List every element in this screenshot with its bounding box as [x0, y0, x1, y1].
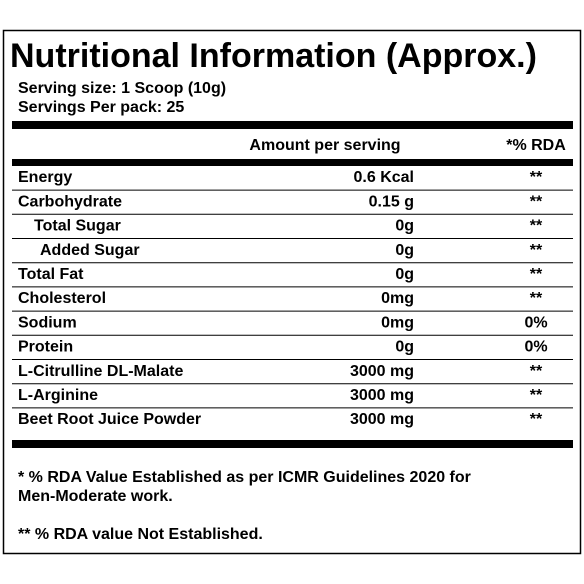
- nutrient-name: L-Citrulline DL-Malate: [18, 363, 183, 380]
- nutrient-name: Cholesterol: [18, 290, 106, 307]
- footnote: Men-Moderate work.: [18, 488, 173, 505]
- rda-header: *% RDA: [506, 137, 566, 154]
- nutrient-name: Beet Root Juice Powder: [18, 411, 201, 428]
- nutrient-rda: **: [530, 363, 543, 380]
- nutrient-name: Protein: [18, 339, 73, 356]
- nutrient-amount: 3000 mg: [350, 411, 414, 428]
- nutrient-rda: **: [530, 242, 543, 259]
- nutrient-name: Total Fat: [18, 266, 84, 283]
- nutrient-amount: 0g: [395, 242, 414, 259]
- nutrient-amount: 0mg: [381, 290, 414, 307]
- title: Nutritional Information (Approx.): [10, 37, 537, 75]
- nutrient-rda: **: [530, 387, 543, 404]
- nutrient-amount: 3000 mg: [350, 387, 414, 404]
- servings-per-pack: Servings Per pack: 25: [18, 99, 184, 116]
- nutrient-rda: 0%: [524, 339, 547, 356]
- footnote: ** % RDA value Not Established.: [18, 526, 263, 543]
- divider-bar: [12, 121, 573, 129]
- nutrient-rda: 0%: [524, 314, 547, 331]
- nutrient-amount: 0mg: [381, 314, 414, 331]
- nutrient-name: Energy: [18, 169, 72, 186]
- nutrient-rda: **: [530, 169, 543, 186]
- nutrient-rda: **: [530, 193, 543, 210]
- nutrient-amount: 3000 mg: [350, 363, 414, 380]
- divider-bar: [12, 159, 573, 166]
- nutrient-name: L-Arginine: [18, 387, 98, 404]
- nutrient-name: Sodium: [18, 314, 77, 331]
- nutrient-rda: **: [530, 218, 543, 235]
- nutrient-rda: **: [530, 290, 543, 307]
- nutrient-amount: 0.15 g: [369, 193, 414, 210]
- footnote: * % RDA Value Established as per ICMR Gu…: [18, 469, 471, 486]
- nutrient-name: Added Sugar: [40, 242, 140, 259]
- amount-header: Amount per serving: [249, 137, 400, 154]
- nutrient-rda: **: [530, 266, 543, 283]
- nutrient-name: Carbohydrate: [18, 193, 122, 210]
- serving-size: Serving size: 1 Scoop (10g): [18, 80, 226, 97]
- table-body: Energy 0.6 Kcal ** Carbohydrate 0.15 g ** Tota…: [12, 169, 573, 428]
- nutrient-rda: **: [530, 411, 543, 428]
- nutrient-amount: 0g: [395, 266, 414, 283]
- label-border: [2, 29, 582, 555]
- nutrient-amount: 0.6 Kcal: [354, 169, 414, 186]
- divider-bar: [12, 440, 573, 448]
- nutrient-amount: 0g: [395, 218, 414, 235]
- nutrient-amount: 0g: [395, 339, 414, 356]
- nutrient-name: Total Sugar: [34, 218, 121, 235]
